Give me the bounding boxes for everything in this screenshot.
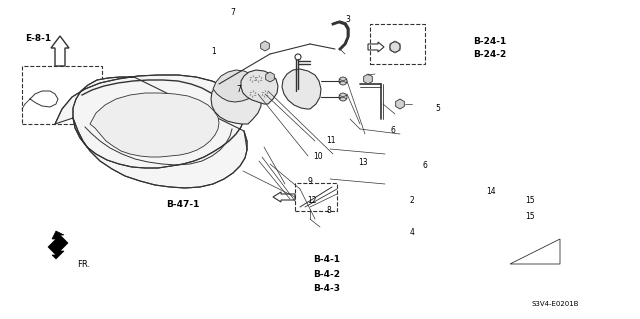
Text: 15: 15 — [525, 197, 534, 205]
Circle shape — [190, 151, 196, 157]
Polygon shape — [396, 99, 404, 109]
Circle shape — [147, 78, 155, 86]
Circle shape — [168, 78, 175, 85]
Circle shape — [268, 75, 272, 79]
Circle shape — [109, 80, 115, 87]
Circle shape — [190, 85, 198, 93]
Text: 10: 10 — [314, 152, 323, 161]
Text: B-24-2: B-24-2 — [474, 50, 507, 59]
Circle shape — [250, 76, 257, 83]
Circle shape — [209, 96, 217, 104]
Circle shape — [163, 79, 171, 87]
Circle shape — [177, 81, 185, 89]
Text: B-24-1: B-24-1 — [474, 37, 507, 46]
Polygon shape — [211, 77, 261, 124]
Polygon shape — [266, 72, 275, 82]
Circle shape — [131, 79, 139, 87]
Circle shape — [210, 141, 216, 147]
Polygon shape — [364, 74, 372, 84]
Text: 15: 15 — [525, 212, 534, 221]
Circle shape — [154, 78, 161, 85]
Circle shape — [124, 78, 131, 85]
Circle shape — [222, 87, 250, 115]
Text: 12: 12 — [307, 197, 317, 205]
Circle shape — [99, 129, 105, 135]
Circle shape — [182, 80, 189, 87]
Circle shape — [122, 142, 128, 148]
Text: S3V4-E0201B: S3V4-E0201B — [531, 301, 579, 307]
Text: 2: 2 — [410, 197, 414, 205]
Text: 6: 6 — [422, 161, 428, 170]
Circle shape — [163, 153, 169, 159]
Circle shape — [262, 91, 269, 98]
Text: 11: 11 — [326, 136, 336, 145]
Circle shape — [99, 84, 107, 92]
Circle shape — [193, 85, 200, 92]
Circle shape — [135, 147, 141, 153]
Polygon shape — [55, 75, 247, 188]
Text: 8: 8 — [326, 206, 331, 215]
Polygon shape — [282, 69, 321, 109]
Text: E-8-1: E-8-1 — [26, 34, 52, 43]
Circle shape — [339, 93, 347, 101]
Circle shape — [228, 93, 244, 109]
Circle shape — [295, 83, 307, 95]
Polygon shape — [90, 93, 219, 157]
Polygon shape — [48, 231, 68, 259]
Text: 3: 3 — [346, 15, 351, 24]
Circle shape — [204, 90, 211, 97]
Text: 7: 7 — [230, 8, 236, 17]
Circle shape — [115, 81, 123, 89]
Circle shape — [263, 44, 267, 48]
Text: FR.: FR. — [77, 260, 90, 269]
Circle shape — [84, 89, 92, 97]
Circle shape — [201, 147, 207, 153]
Circle shape — [138, 78, 145, 85]
Text: 13: 13 — [358, 158, 368, 167]
Circle shape — [390, 42, 400, 52]
Text: 7: 7 — [237, 85, 242, 94]
Circle shape — [177, 153, 183, 159]
Polygon shape — [260, 41, 269, 51]
Circle shape — [339, 77, 347, 85]
Text: B-47-1: B-47-1 — [166, 200, 200, 209]
Text: 1: 1 — [211, 47, 216, 56]
Circle shape — [90, 121, 96, 127]
Text: 9: 9 — [307, 177, 312, 186]
Circle shape — [250, 91, 257, 98]
Text: 14: 14 — [486, 187, 496, 196]
Circle shape — [95, 84, 102, 91]
Polygon shape — [241, 70, 278, 104]
Text: 4: 4 — [410, 228, 415, 237]
Circle shape — [255, 76, 262, 83]
Circle shape — [201, 90, 209, 98]
Text: B-4-3: B-4-3 — [314, 284, 340, 293]
Text: 5: 5 — [435, 104, 440, 113]
Text: 6: 6 — [390, 126, 396, 135]
Circle shape — [110, 136, 116, 142]
Text: B-4-1: B-4-1 — [314, 256, 340, 264]
Circle shape — [149, 151, 155, 157]
Circle shape — [216, 134, 222, 140]
Text: B-4-2: B-4-2 — [314, 270, 340, 279]
Circle shape — [289, 77, 313, 101]
Polygon shape — [213, 70, 258, 102]
